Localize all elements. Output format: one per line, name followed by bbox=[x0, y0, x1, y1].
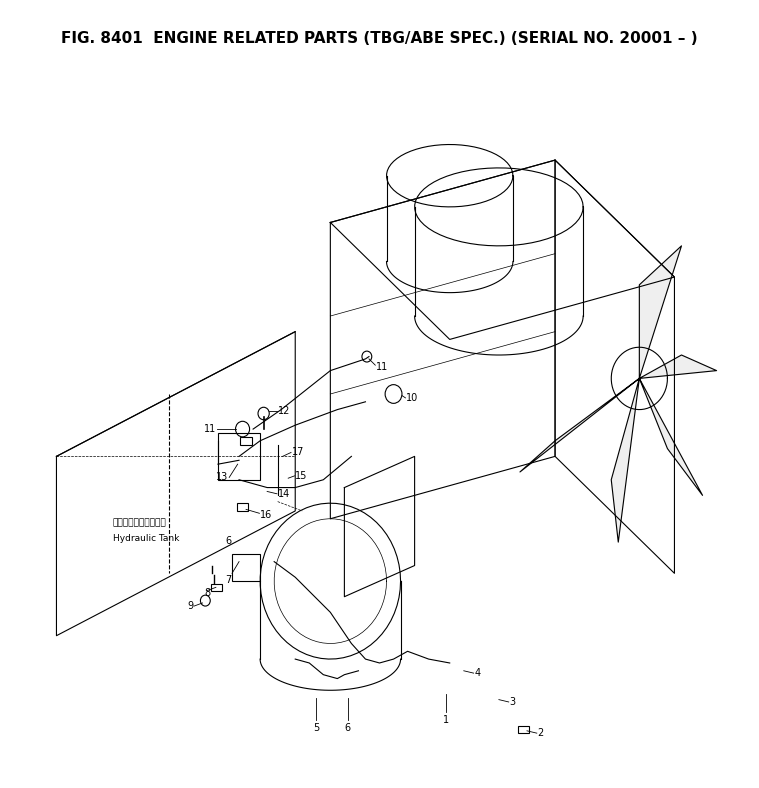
Text: 4: 4 bbox=[474, 668, 480, 678]
Bar bbox=[232, 554, 260, 581]
Text: 1: 1 bbox=[443, 715, 449, 725]
Text: 10: 10 bbox=[406, 393, 418, 403]
Text: 16: 16 bbox=[260, 510, 272, 520]
Polygon shape bbox=[520, 378, 639, 472]
Text: 14: 14 bbox=[278, 489, 290, 499]
Text: 2: 2 bbox=[537, 728, 543, 738]
Text: 5: 5 bbox=[313, 723, 320, 733]
Text: FIG. 8401  ENGINE RELATED PARTS (TBG/ABE SPEC.) (SERIAL NO. 20001 – ): FIG. 8401 ENGINE RELATED PARTS (TBG/ABE … bbox=[61, 32, 698, 46]
Text: 17: 17 bbox=[291, 448, 304, 458]
Text: 11: 11 bbox=[204, 424, 216, 434]
Text: ハイドロリックタンク: ハイドロリックタンク bbox=[112, 519, 166, 527]
Text: 9: 9 bbox=[187, 601, 194, 611]
Bar bbox=[518, 726, 529, 733]
Polygon shape bbox=[639, 378, 703, 496]
Text: 6: 6 bbox=[225, 536, 231, 545]
Text: 7: 7 bbox=[225, 574, 231, 585]
Polygon shape bbox=[639, 246, 682, 378]
Text: 13: 13 bbox=[216, 473, 228, 482]
Bar bbox=[241, 437, 252, 444]
Text: 3: 3 bbox=[509, 697, 515, 707]
Polygon shape bbox=[639, 355, 716, 378]
Text: 15: 15 bbox=[295, 471, 307, 481]
Text: 11: 11 bbox=[376, 362, 389, 372]
Bar bbox=[218, 433, 260, 480]
Bar bbox=[211, 584, 222, 591]
Text: 6: 6 bbox=[345, 723, 351, 733]
Polygon shape bbox=[611, 378, 639, 542]
Text: Hydraulic Tank: Hydraulic Tank bbox=[112, 533, 179, 543]
Bar bbox=[237, 504, 248, 511]
Text: 12: 12 bbox=[278, 406, 290, 416]
Text: 8: 8 bbox=[204, 588, 210, 598]
